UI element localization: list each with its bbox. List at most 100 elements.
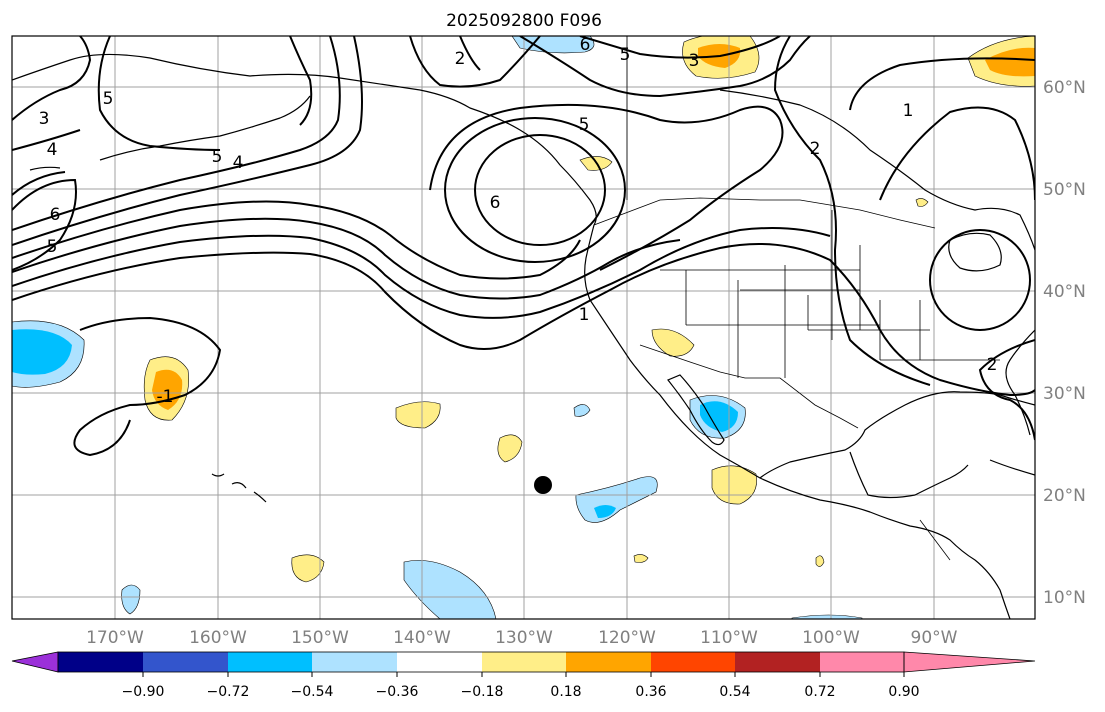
colorbar-under-extension <box>11 651 59 673</box>
strong-negative-anomaly-west <box>12 329 72 375</box>
colorbar-tick-label: 0.18 <box>550 684 581 700</box>
contour-label: 1 <box>579 305 590 325</box>
positive-anomaly-pacific-2 <box>497 434 523 463</box>
state-borders-horizontal <box>660 269 1000 361</box>
gridlines <box>12 36 1035 619</box>
us-canada-border <box>593 197 936 229</box>
colorbar-outline <box>57 651 905 673</box>
contour-ring-great-lakes <box>929 229 1031 331</box>
lat-label: 20°N <box>1043 486 1086 506</box>
map-border <box>11 35 1036 620</box>
contour-label: 2 <box>987 355 998 375</box>
strong-positive-anomaly-northeast <box>985 47 1035 77</box>
contour-label: 5 <box>212 147 223 167</box>
negative-anomaly-pacific-5 <box>403 560 497 619</box>
contour-line-7 <box>519 36 811 98</box>
contour-line-17 <box>289 36 313 126</box>
contour-labels: 6 5 2 3 5 5 2 4 4 5 6 6 5 1 1 -1 2 3 <box>39 36 998 407</box>
contour-label: 5 <box>103 89 114 109</box>
contour-lines <box>12 36 1035 457</box>
colorbar-tick-label: 0.90 <box>888 684 919 700</box>
strong-negative-anomaly-pacific-3 <box>594 505 616 518</box>
negative-anomaly-pacific-7 <box>121 584 141 615</box>
contour-line-1 <box>12 36 341 231</box>
contour-line-5 <box>12 227 831 319</box>
colorbar-segment <box>397 652 482 672</box>
west-coast-mexico <box>584 224 1011 619</box>
contour-label: 4 <box>233 153 244 173</box>
contour-label: 4 <box>47 140 58 160</box>
contour-label: -1 <box>157 387 174 407</box>
contour-label: 3 <box>39 109 50 129</box>
negative-anomaly-pacific-4 <box>573 404 591 417</box>
colorbar-tick-label: 0.36 <box>635 684 666 700</box>
shaded-anomalies <box>12 36 1035 619</box>
positive-anomaly-great-lakes <box>915 198 929 207</box>
yucatan <box>849 451 969 499</box>
map-title: 2025092800 F096 <box>446 11 602 31</box>
contour-line-10 <box>579 36 781 59</box>
hawaii-islands <box>211 473 267 503</box>
lon-label: 130°W <box>495 628 553 648</box>
lon-label: 160°W <box>189 628 247 648</box>
colorbar-tick-label: 0.54 <box>719 684 750 700</box>
contour-label: 5 <box>620 45 631 65</box>
colorbar-segment <box>735 652 820 672</box>
colorbar-segment <box>58 652 143 672</box>
baja-california <box>667 374 725 446</box>
us-mexico-border <box>639 344 859 429</box>
central-america-border <box>919 519 951 561</box>
strong-positive-anomaly-central <box>152 369 183 410</box>
lon-label: 100°W <box>802 628 860 648</box>
contour-label: 2 <box>810 139 821 159</box>
colorbar-segment <box>312 652 397 672</box>
positive-anomaly-pacific-6 <box>291 554 325 583</box>
colorbar-segment <box>820 652 904 672</box>
colorbar-tick-label: −0.90 <box>122 684 165 700</box>
colorbar-tick-label: −0.54 <box>291 684 334 700</box>
contour-line-18 <box>773 36 931 386</box>
contour-label: 5 <box>47 237 58 257</box>
low-center-ring-2 <box>444 117 626 263</box>
contour-line-20 <box>879 106 1035 201</box>
contour-line-3 <box>12 200 581 280</box>
colorbar-segment <box>651 652 735 672</box>
lat-label: 60°N <box>1043 78 1086 98</box>
contour-line-13 <box>12 36 92 121</box>
lon-label: 120°W <box>598 628 656 648</box>
colorbar-over-extension <box>903 651 1036 673</box>
positive-anomaly-pacific-8 <box>633 554 649 563</box>
lon-label: 170°W <box>86 628 144 648</box>
colorbar-segment <box>143 652 228 672</box>
contour-label: 1 <box>903 101 914 121</box>
positive-anomaly-pacific-1 <box>395 401 441 429</box>
colorbar-segment <box>228 652 312 672</box>
contour-line-19 <box>849 57 1035 111</box>
storm-center-marker <box>534 476 552 494</box>
cuba <box>989 459 1035 476</box>
lat-label: 40°N <box>1043 282 1086 302</box>
lat-label: 50°N <box>1043 180 1086 200</box>
contour-line-2 <box>12 36 363 246</box>
latitude-labels: 60°N 50°N 40°N 30°N 20°N 10°N <box>1043 78 1086 608</box>
hudson-coast <box>719 89 1035 251</box>
contour-line-12 <box>97 36 221 151</box>
negative-anomaly-north <box>511 36 595 54</box>
contour-line-8 <box>409 36 541 88</box>
contour-line-16 <box>12 171 66 196</box>
contour-line-6 <box>12 243 1035 397</box>
lon-label: 110°W <box>700 628 758 648</box>
contour-line-21 <box>978 339 1035 441</box>
alaska-peninsula <box>99 95 311 161</box>
colorbar: −0.90 −0.72 −0.54 −0.36 −0.18 0.18 0.36 … <box>11 651 1036 700</box>
contour-label: 5 <box>579 115 590 135</box>
contour-label: 2 <box>455 49 466 69</box>
colorbar-tick-label: 0.72 <box>804 684 835 700</box>
lon-label: 150°W <box>291 628 349 648</box>
lon-label: 90°W <box>911 628 958 648</box>
colorbar-tick-label: −0.72 <box>207 684 250 700</box>
colorbar-segment <box>566 652 651 672</box>
positive-anomaly-mexico <box>711 465 757 505</box>
lat-label: 30°N <box>1043 384 1086 404</box>
